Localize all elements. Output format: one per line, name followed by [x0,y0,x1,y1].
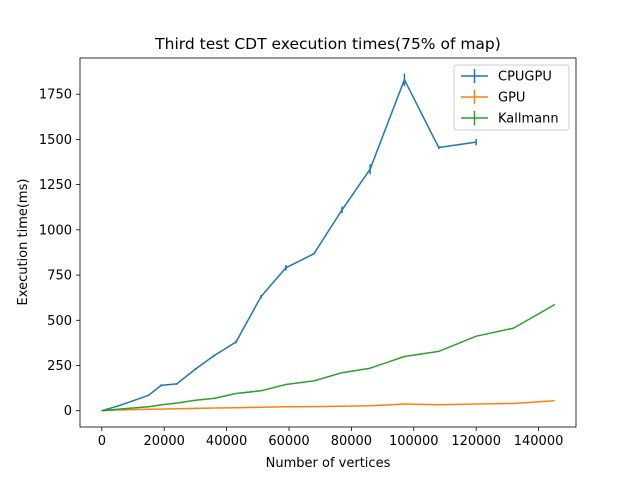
legend-box [453,64,570,131]
y-tick-label: 1250 [39,178,72,193]
chart-title: Third test CDT execution times(75% of ma… [154,35,501,53]
series-kallmann [101,304,555,412]
y-tick-label: 0 [64,404,72,419]
y-tick-label: 500 [47,314,72,329]
series-cpugpu [101,73,477,412]
y-tick-label: 1750 [39,88,72,103]
y-tick-label: 1500 [39,133,72,148]
x-tick-label: 80000 [331,434,372,449]
series-line [101,304,555,412]
x-tick-label: 0 [98,434,106,449]
y-tick-label: 250 [47,359,72,374]
series-gpu [101,400,555,412]
x-axis-title: Number of vertices [266,456,391,471]
legend-label: Kallmann [498,112,559,127]
plot-area: 0 20000 40000 60000 80000 100000 120000 140000 0… [39,57,577,449]
y-tick-label: 1000 [39,223,72,238]
legend-label: CPUGPU [498,70,552,85]
axes-frame [79,57,577,428]
x-tick-label: 100000 [389,434,439,449]
x-tick-label: 20000 [144,434,185,449]
legend-label: GPU [498,91,525,106]
legend-item-gpu: GPU [461,90,525,106]
legend: CPUGPU GPU Kallmann [453,64,570,131]
series-line [101,78,477,412]
x-tick-label: 60000 [268,434,309,449]
x-tick-label: 140000 [514,434,564,449]
x-tick-label: 120000 [451,434,501,449]
y-tick-label: 750 [47,269,72,284]
y-axis-title: Execution time(ms) [16,179,31,306]
x-tick-label: 40000 [206,434,247,449]
legend-item-kallmann: Kallmann [461,111,559,127]
legend-item-cpugpu: CPUGPU [461,69,552,85]
series-line [101,400,555,412]
